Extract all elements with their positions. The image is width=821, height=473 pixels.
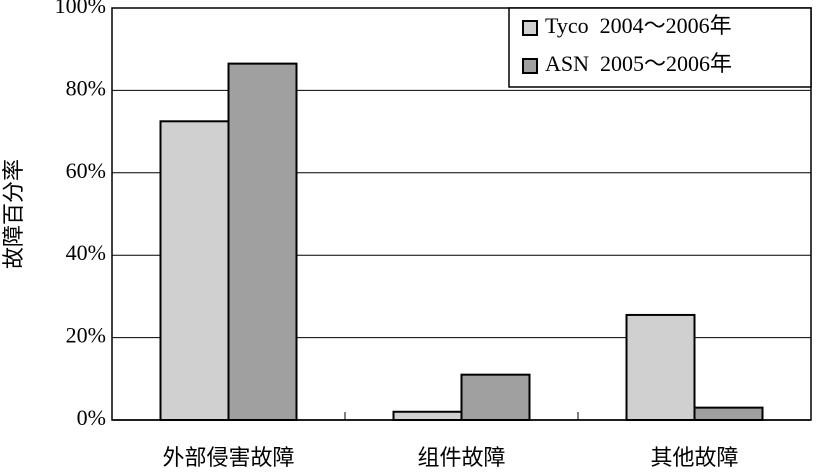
y-tick-label: 100%: [55, 0, 106, 18]
bar: [159, 120, 230, 422]
legend-swatch: [522, 20, 538, 36]
y-axis-label: 故障百分率: [1, 159, 26, 269]
bar: [227, 62, 298, 422]
bar: [693, 406, 764, 422]
x-tick-label: 外部侵害故障: [162, 445, 294, 470]
y-tick-label: 0%: [77, 405, 106, 430]
y-tick-label: 40%: [66, 240, 106, 265]
x-tick-label: 组件故障: [417, 445, 505, 470]
x-tick-label: 其他故障: [650, 445, 738, 470]
bar: [625, 313, 696, 421]
legend-label: Tyco 2004～2006年: [545, 13, 732, 38]
y-tick-label: 60%: [66, 158, 106, 183]
y-tick-label: 80%: [66, 75, 106, 100]
legend-box: [508, 7, 812, 88]
y-tick-label: 20%: [66, 323, 106, 348]
bar: [392, 410, 463, 422]
legend-label: ASN 2005～2006年: [545, 51, 732, 76]
legend-swatch: [522, 58, 538, 74]
bar: [460, 373, 531, 421]
